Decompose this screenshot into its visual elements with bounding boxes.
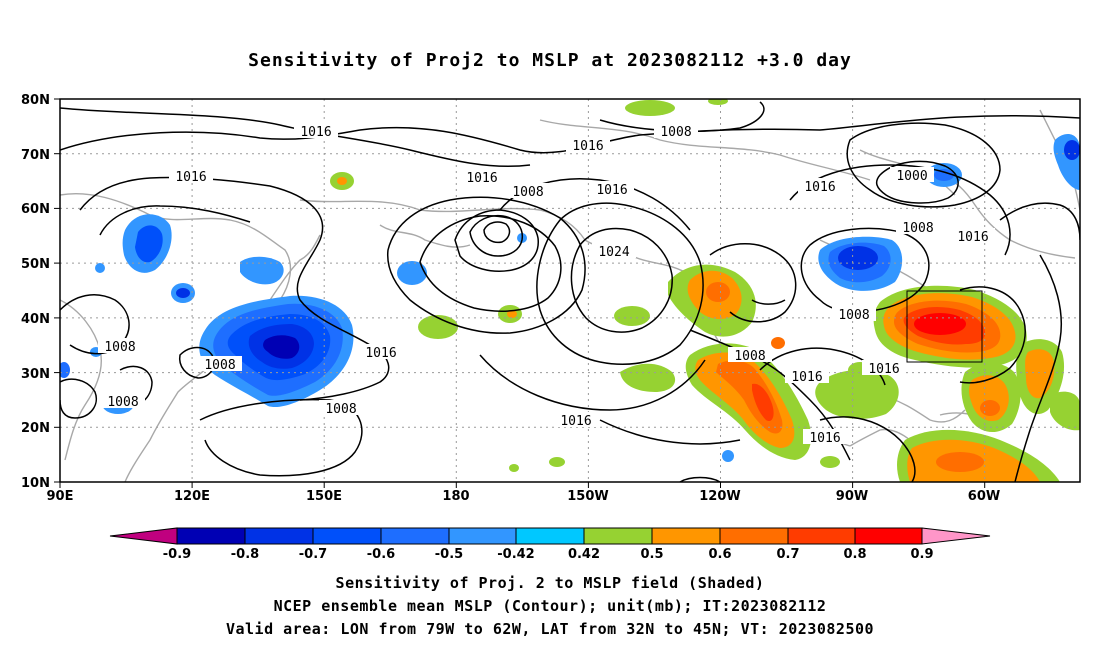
colorbar-cell (651, 527, 721, 545)
plot-frame (59, 98, 1081, 483)
latitude-labels: 80N 70N 60N 50N 40N 30N 20N 10N (21, 93, 50, 491)
caption-line-1: Sensitivity of Proj. 2 to MSLP field (Sh… (335, 574, 765, 592)
contour-label: 1024 (598, 245, 629, 260)
contour-label: 1016 (560, 414, 591, 429)
lat-label-60n: 60N (21, 202, 50, 217)
contour-label: 1016 (868, 362, 899, 377)
contour-label-group: 1016 1008 1016 1016 1008 1016 1000 1016 … (98, 123, 995, 446)
contour-label: 1008 (512, 185, 543, 200)
colorbar-labels: -0.9 -0.8 -0.7 -0.6 -0.5 -0.42 0.42 0.5 … (163, 547, 934, 562)
caption-line-3: Valid area: LON from 79W to 62W, LAT fro… (225, 620, 875, 638)
lat-label-50n: 50N (21, 257, 50, 272)
contour-label: 1016 (791, 370, 822, 385)
colorbar-cell (176, 527, 246, 545)
contour-label: 1008 (734, 349, 765, 364)
colorbar-label: 0.7 (776, 547, 799, 562)
colorbar-cell (787, 527, 856, 545)
contour-label: 1016 (809, 431, 840, 446)
valid-area-box (906, 290, 983, 363)
contour-label: 1000 (896, 169, 927, 184)
contour-label: 1008 (204, 358, 235, 373)
colorbar-cell (109, 527, 178, 545)
contour-label: 1008 (660, 125, 691, 140)
lat-label-80n: 80N (21, 93, 50, 108)
contour-label: 1008 (325, 402, 356, 417)
colorbar-label: 0.5 (640, 547, 663, 562)
colorbar-label: -0.42 (497, 547, 534, 562)
colorbar-cell (515, 527, 585, 545)
colorbar-label: 0.42 (568, 547, 600, 562)
gridlines (60, 99, 1080, 482)
lat-label-10n: 10N (21, 476, 50, 491)
colorbar-cell (380, 527, 450, 545)
contour-label: 1008 (107, 395, 138, 410)
lon-label-150w: 150W (567, 489, 608, 504)
lon-label-120e: 120E (174, 489, 210, 504)
colorbar-label: 0.6 (708, 547, 731, 562)
colorbar-label: -0.6 (367, 547, 395, 562)
lon-label-90w: 90W (836, 489, 868, 504)
longitude-labels: 90E 120E 150E 180 150W 120W 90W 60W (47, 489, 1001, 504)
contour-label: 1016 (957, 230, 988, 245)
contour-label: 1008 (104, 340, 135, 355)
contour-label: 1016 (466, 171, 497, 186)
colorbar-cell (244, 527, 314, 545)
caption-line-2: NCEP ensemble mean MSLP (Contour); unit(… (273, 597, 827, 615)
contour-label: 1016 (175, 170, 206, 185)
colorbar-cell (921, 527, 991, 545)
lat-label-20n: 20N (21, 421, 50, 436)
lon-label-150e: 150E (306, 489, 342, 504)
contour-label: 1008 (838, 308, 869, 323)
colorbar-cell (719, 527, 789, 545)
lat-label-70n: 70N (21, 148, 50, 163)
colorbar-label: -0.8 (231, 547, 259, 562)
contour-label: 1016 (596, 183, 627, 198)
colorbar-label: -0.7 (299, 547, 327, 562)
colorbar-cell (448, 527, 517, 545)
figure-title: Sensitivity of Proj2 to MSLP at 20230821… (248, 50, 852, 71)
colorbar-label: -0.9 (163, 547, 191, 562)
colorbar-label: -0.5 (435, 547, 463, 562)
colorbar-label: 0.8 (843, 547, 866, 562)
lon-label-180: 180 (442, 489, 469, 504)
lon-label-60w: 60W (968, 489, 1000, 504)
colorbar (109, 527, 991, 545)
lat-label-40n: 40N (21, 312, 50, 327)
contour-label: 1016 (365, 346, 396, 361)
lon-label-90e: 90E (47, 489, 74, 504)
contour-label: 1016 (572, 139, 603, 154)
lat-label-30n: 30N (21, 367, 50, 382)
colorbar-cell (312, 527, 382, 545)
lon-label-120w: 120W (699, 489, 740, 504)
colorbar-label: 0.9 (910, 547, 933, 562)
colorbar-cell (854, 527, 923, 545)
contour-label: 1016 (300, 125, 331, 140)
colorbar-cell (583, 527, 653, 545)
contour-label: 1016 (804, 180, 835, 195)
axis-ticks (54, 98, 986, 488)
contour-label: 1008 (902, 221, 933, 236)
